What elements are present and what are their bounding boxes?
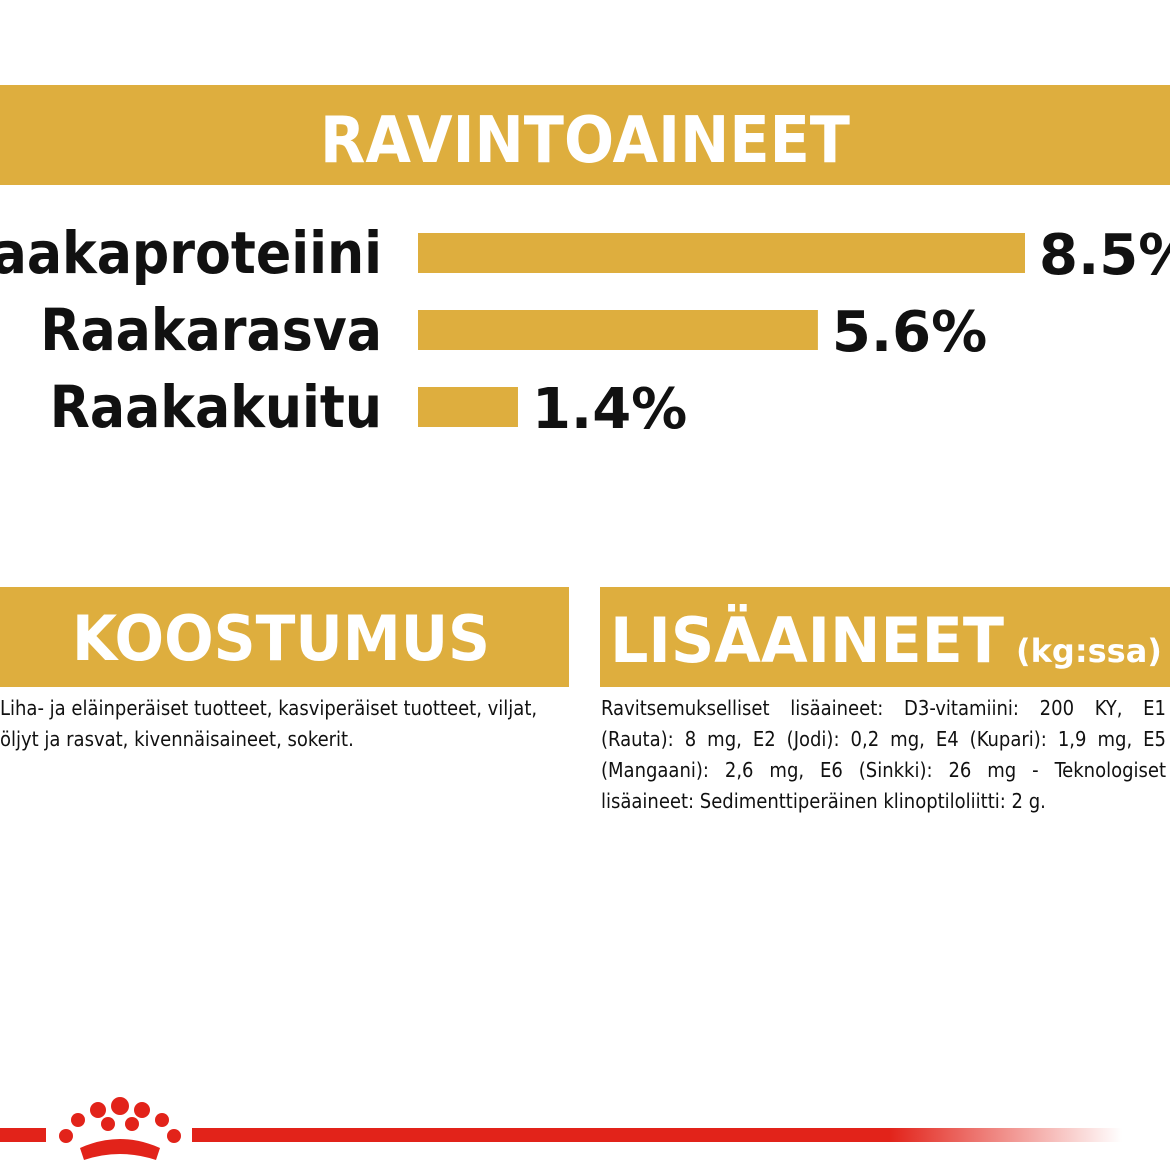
additives-band — [600, 587, 1170, 687]
composition-text: Liha- ja eläinperäiset tuotteet, kasvipe… — [0, 696, 538, 751]
category-label: Raakakuitu — [50, 373, 382, 441]
value-label: 1.4% — [532, 377, 687, 442]
value-label: 8.5% — [1039, 223, 1170, 288]
bar — [418, 233, 1025, 273]
header-band — [0, 85, 1170, 185]
bar — [418, 310, 818, 350]
logo — [59, 1097, 181, 1160]
composition-title: KOOSTUMUS — [72, 602, 490, 675]
additives-text: Ravitsemukselliset lisäaineet: D3-vitami… — [601, 696, 1166, 813]
header-title: RAVINTOAINEET — [320, 104, 850, 178]
composition-band — [0, 587, 569, 687]
value-label: 5.6% — [832, 300, 987, 365]
footer-line — [0, 1128, 46, 1142]
bar — [418, 387, 518, 427]
additives-unit: (kg:ssa) — [1016, 632, 1162, 670]
category-label: Raakarasva — [40, 296, 382, 364]
category-label: Raakaproteiini — [0, 219, 382, 287]
additives-title: LISÄAINEET — [610, 604, 1004, 677]
footer-line — [192, 1128, 1122, 1142]
